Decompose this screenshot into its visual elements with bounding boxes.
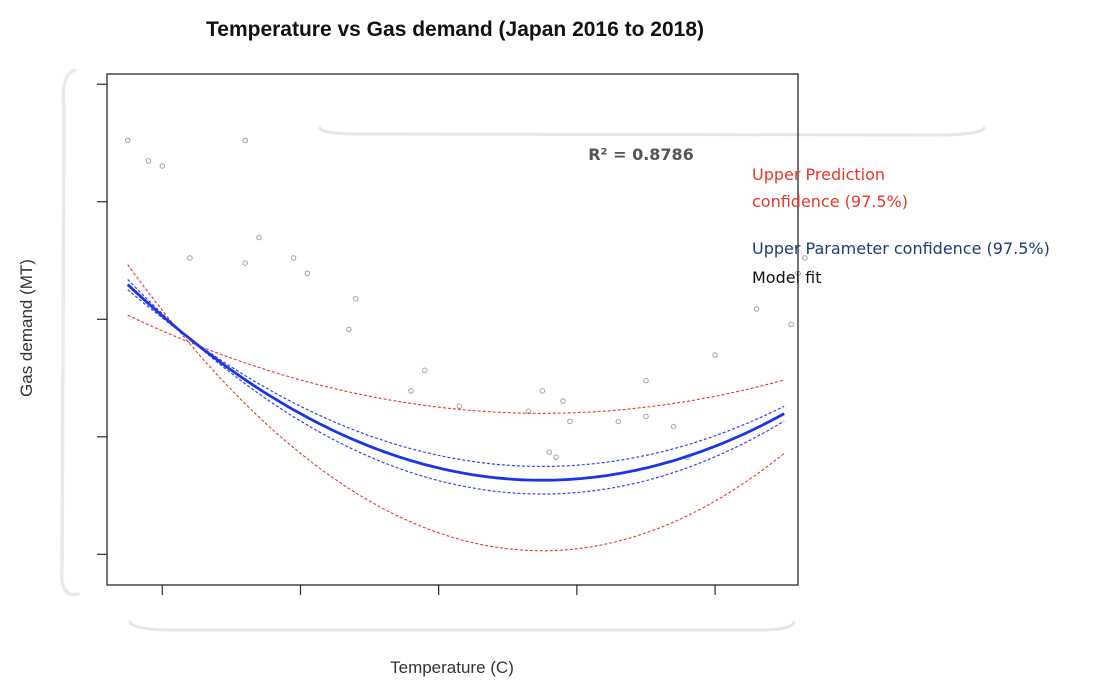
upper-parameter-band-curve [127, 289, 785, 467]
r-squared-label: R² = 0.8786 [588, 145, 694, 164]
data-point [802, 255, 808, 261]
x-axis-label: Temperature (C) [390, 658, 514, 677]
data-point [788, 321, 794, 328]
data-point [456, 403, 463, 409]
legend-entry-text: Upper Prediction [752, 165, 885, 184]
data-point [643, 377, 649, 384]
data-point [145, 158, 152, 164]
x-axis-ticks [161, 585, 716, 595]
data-point [159, 163, 166, 169]
regression-curves [126, 264, 785, 552]
data-point [242, 137, 248, 144]
data-point [546, 449, 552, 455]
data-point [615, 418, 622, 425]
legend: Upper Prediction confidence (97.5%) Upper … [752, 165, 1050, 287]
plot-frame [106, 73, 799, 586]
data-point [539, 388, 546, 394]
data-point [553, 454, 559, 461]
legend-entry-text: Upper Parameter confidence (97.5%) [752, 239, 1050, 258]
data-point [290, 255, 297, 261]
data-point [242, 260, 248, 266]
data-point [753, 306, 760, 312]
data-point [670, 423, 677, 430]
legend-entry-text: Model fit [752, 268, 821, 287]
y-axis-ticks [97, 83, 107, 555]
data-point [422, 367, 428, 374]
data-point [795, 270, 801, 277]
scribble-top [318, 126, 986, 137]
scribble-bottom [128, 620, 796, 632]
data-point [567, 418, 573, 425]
data-point [560, 398, 566, 404]
data-point [408, 388, 414, 394]
lower-prediction-band-curve [127, 264, 785, 552]
data-point [124, 137, 131, 144]
chart-title: Temperature vs Gas demand (Japan 2016 to… [206, 18, 704, 41]
data-point [353, 296, 359, 302]
data-point [712, 352, 718, 358]
scribble-left-bracket [60, 68, 80, 597]
data-point [256, 234, 262, 241]
lower-parameter-band-curve [127, 278, 785, 495]
model-fit-curve [126, 283, 785, 482]
legend-entry-text: confidence (97.5%) [752, 192, 908, 211]
data-point [643, 413, 649, 420]
data-point [346, 326, 352, 333]
scatter-points [124, 137, 808, 461]
data-point [304, 270, 311, 277]
upper-prediction-band-curve [127, 314, 785, 414]
data-point [187, 255, 193, 261]
y-axis-label: Gas demand (MT) [17, 259, 36, 397]
